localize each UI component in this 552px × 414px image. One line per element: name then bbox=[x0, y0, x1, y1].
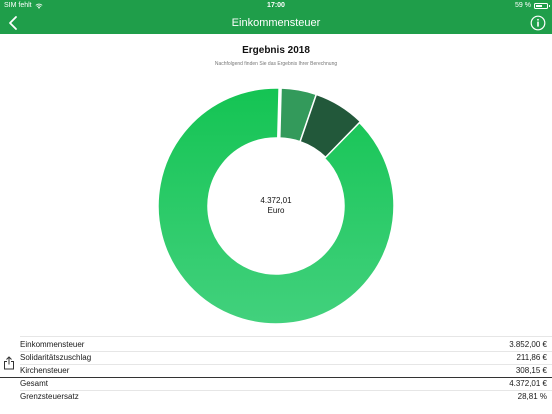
chevron-left-icon[interactable] bbox=[6, 14, 22, 32]
total-unit: Euro bbox=[267, 206, 285, 215]
nav-bar: Einkommensteuer bbox=[0, 12, 552, 34]
row-value: 3.852,00 € bbox=[509, 340, 547, 349]
table-divider bbox=[20, 336, 552, 337]
info-icon[interactable] bbox=[530, 15, 546, 31]
table-row-grenzsteuersatz: Grenzsteuersatz 28,81 % bbox=[20, 390, 547, 403]
table-row-kirchensteuer: Kirchensteuer 308,15 € bbox=[20, 364, 547, 377]
row-value: 211,86 € bbox=[516, 353, 547, 362]
row-value: 28,81 % bbox=[517, 392, 547, 401]
status-right: 59 % bbox=[515, 0, 550, 12]
row-label: Grenzsteuersatz bbox=[20, 392, 79, 401]
status-bar: SIM fehlt 17:00 59 % bbox=[0, 0, 552, 12]
battery-percent: 59 % bbox=[515, 2, 531, 9]
table-divider bbox=[20, 390, 552, 391]
page-title: Einkommensteuer bbox=[231, 17, 321, 29]
table-row-einkommensteuer: Einkommensteuer 3.852,00 € bbox=[20, 338, 547, 351]
row-label: Gesamt bbox=[20, 379, 49, 388]
battery-icon bbox=[534, 3, 550, 9]
result-title: Ergebnis 2018 bbox=[242, 45, 310, 56]
row-value: 4.372,01 € bbox=[509, 379, 547, 388]
slice-kirchensteuer bbox=[299, 93, 362, 159]
status-time: 17:00 bbox=[267, 2, 285, 9]
donut-chart bbox=[157, 87, 395, 325]
row-label: Einkommensteuer bbox=[20, 340, 85, 349]
wifi-icon bbox=[35, 3, 43, 9]
status-left: SIM fehlt bbox=[4, 0, 43, 12]
table-row-solidaritaetszuschlag: Solidaritätszuschlag 211,86 € bbox=[20, 351, 547, 364]
table-divider bbox=[20, 364, 552, 365]
share-icon[interactable] bbox=[3, 356, 15, 370]
row-label: Solidaritätszuschlag bbox=[20, 353, 92, 362]
result-subtitle: Nachfolgend finden Sie das Ergebnis Ihre… bbox=[214, 61, 338, 67]
table-divider bbox=[20, 351, 552, 352]
row-label: Kirchensteuer bbox=[20, 366, 70, 375]
donut-center-label: 4.372,01 Euro bbox=[226, 196, 326, 216]
table-row-gesamt: Gesamt 4.372,01 € bbox=[20, 377, 547, 390]
carrier-text: SIM fehlt bbox=[4, 2, 32, 9]
total-value: 4.372,01 bbox=[260, 196, 292, 205]
total-divider bbox=[0, 377, 552, 378]
row-value: 308,15 € bbox=[515, 366, 547, 375]
